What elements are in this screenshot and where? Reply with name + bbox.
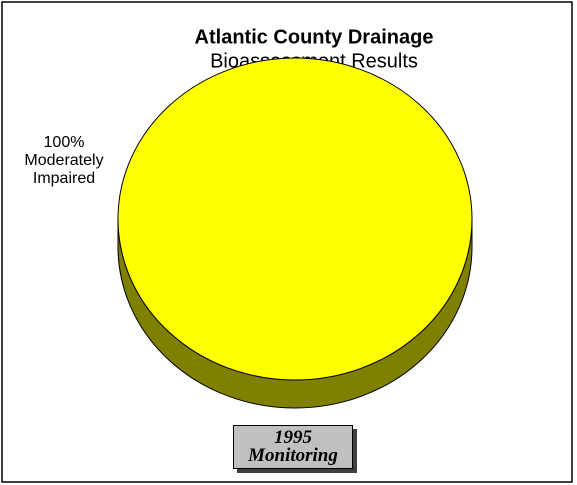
annotation-box: 1995 Monitoring	[233, 425, 353, 469]
slice-category-label: Moderately Impaired	[24, 152, 104, 187]
annotation: 1995 Monitoring	[248, 427, 338, 466]
slice-value-label: 100%	[43, 134, 85, 151]
slice-label: 100% Moderately Impaired	[14, 134, 114, 188]
slice	[117, 57, 473, 381]
chart-title: Atlantic County Drainage	[195, 26, 434, 48]
